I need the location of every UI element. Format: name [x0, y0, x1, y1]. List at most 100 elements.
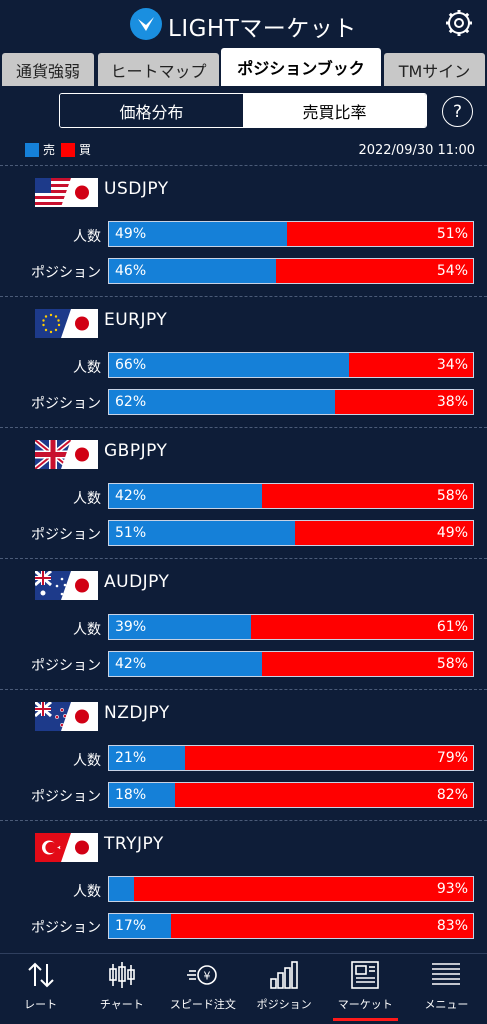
uk-jp-flags-icon: [35, 440, 98, 469]
nav-market[interactable]: マーケット: [325, 954, 406, 1024]
sell-fill: [109, 259, 277, 283]
nav-chart-label: チャート: [99, 998, 144, 1011]
buy-value: 82%: [436, 787, 468, 803]
position-label: ポジション: [31, 658, 101, 674]
nav-position[interactable]: ポジション: [244, 954, 325, 1024]
people-ratio-bar: 21% 79%: [108, 745, 474, 771]
position-label: ポジション: [31, 396, 101, 412]
sell-value: 42%: [115, 656, 147, 672]
candlestick-icon: [108, 962, 135, 988]
pair-name: NZDJPY: [104, 703, 170, 723]
nav-menu[interactable]: メニュー: [406, 954, 487, 1024]
buy-value: 38%: [436, 394, 468, 410]
pair-card-tryjpy: TRYJPY 人数 93% ポジション 17% 83%: [0, 821, 487, 951]
people-ratio-bar: 42% 58%: [108, 483, 474, 509]
sell-value: 39%: [115, 619, 147, 635]
sell-value: 21%: [115, 750, 147, 766]
tab-position-book[interactable]: ポジションブック: [221, 48, 381, 86]
gear-icon[interactable]: [444, 8, 474, 38]
divider: [0, 427, 487, 428]
legend-sell-label: 売: [43, 143, 56, 157]
app-title: LIGHTマーケット: [168, 16, 357, 42]
buy-value: 49%: [436, 525, 468, 541]
top-tabs: 通貨強弱 ヒートマップ ポジションブック TMサイン: [0, 48, 487, 86]
sell-value: 17%: [115, 918, 147, 934]
nav-chart[interactable]: チャート: [81, 954, 162, 1024]
nav-speed-order[interactable]: ¥ スピード注文: [162, 954, 243, 1024]
divider: [0, 296, 487, 297]
newspaper-icon: [351, 961, 380, 989]
sell-fill: [109, 521, 295, 545]
people-ratio-bar: 49% 51%: [108, 221, 474, 247]
buy-value: 61%: [436, 619, 468, 635]
nav-menu-label: メニュー: [424, 998, 469, 1011]
tab-tm-sign[interactable]: TMサイン: [384, 53, 485, 86]
segment-price-distribution[interactable]: 価格分布: [60, 94, 243, 127]
nav-rate-label: レート: [24, 998, 58, 1011]
sell-color-swatch: [25, 142, 39, 157]
pair-name: GBPJPY: [104, 441, 168, 461]
buy-value: 34%: [436, 357, 468, 373]
position-bars-icon: [270, 961, 298, 989]
pair-card-eurjpy: EURJPY 人数 66% 34% ポジション 62% 38%: [0, 297, 487, 427]
sell-fill: [109, 484, 262, 508]
pair-card-gbpjpy: GBPJPY 人数 42% 58% ポジション 51% 49%: [0, 428, 487, 558]
buy-value: 58%: [436, 656, 468, 672]
app-logo-icon: [130, 8, 162, 40]
sell-value: 42%: [115, 488, 147, 504]
pair-card-audjpy: AUDJPY 人数 39% 61% ポジション 42% 58%: [0, 559, 487, 689]
menu-lines-icon: [432, 963, 461, 985]
legend: 売 買: [25, 141, 91, 158]
buy-value: 54%: [436, 263, 468, 279]
help-icon[interactable]: ?: [442, 96, 473, 127]
people-label: 人数: [73, 229, 101, 245]
people-ratio-bar: 66% 34%: [108, 352, 474, 378]
sell-fill: [109, 222, 288, 246]
position-ratio-bar: 46% 54%: [108, 258, 474, 284]
nav-market-label: マーケット: [337, 998, 393, 1011]
nav-rate[interactable]: レート: [0, 954, 81, 1024]
people-label: 人数: [73, 753, 101, 769]
app-header: LIGHTマーケット: [0, 0, 487, 48]
bottom-nav: レート チャート ¥ スピード注文 ポジション: [0, 953, 487, 1024]
sell-fill: [109, 914, 171, 938]
pair-card-nzdjpy: NZDJPY 人数 21% 79% ポジション 18% 82%: [0, 690, 487, 820]
buy-value: 79%: [436, 750, 468, 766]
sell-fill: [109, 615, 251, 639]
legend-buy-label: 買: [79, 143, 92, 157]
divider: [0, 558, 487, 559]
segment-buy-sell-ratio[interactable]: 売買比率: [243, 94, 426, 127]
position-ratio-bar: 18% 82%: [108, 782, 474, 808]
buy-value: 83%: [436, 918, 468, 934]
pair-name: TRYJPY: [104, 834, 164, 854]
speed-order-icon: ¥: [186, 965, 217, 985]
pair-name: EURJPY: [104, 310, 168, 330]
sell-value: 46%: [115, 263, 147, 279]
sell-value: 49%: [115, 226, 147, 242]
sell-value: 18%: [115, 787, 147, 803]
svg-text:¥: ¥: [203, 970, 210, 983]
position-label: ポジション: [31, 527, 101, 543]
position-ratio-bar: 51% 49%: [108, 520, 474, 546]
divider: [0, 820, 487, 821]
timestamp: 2022/09/30 11:00: [358, 143, 475, 158]
people-ratio-bar: 39% 61%: [108, 614, 474, 640]
tab-currency-strength[interactable]: 通貨強弱: [2, 53, 94, 86]
eu-jp-flags-icon: [35, 309, 98, 338]
sell-fill: [109, 746, 186, 770]
sell-value: 62%: [115, 394, 147, 410]
tr-jp-flags-icon: [35, 833, 98, 862]
nav-speed-order-label: スピード注文: [169, 998, 236, 1011]
us-jp-flags-icon: [35, 178, 98, 207]
position-label: ポジション: [31, 920, 101, 936]
people-label: 人数: [73, 491, 101, 507]
tab-heatmap[interactable]: ヒートマップ: [98, 53, 219, 86]
people-label: 人数: [73, 622, 101, 638]
au-jp-flags-icon: [35, 571, 98, 600]
sell-value: 66%: [115, 357, 147, 373]
position-label: ポジション: [31, 789, 101, 805]
buy-color-swatch: [61, 142, 76, 157]
pair-name: USDJPY: [104, 179, 169, 199]
sell-fill: [109, 652, 262, 676]
buy-value: 93%: [436, 881, 468, 897]
